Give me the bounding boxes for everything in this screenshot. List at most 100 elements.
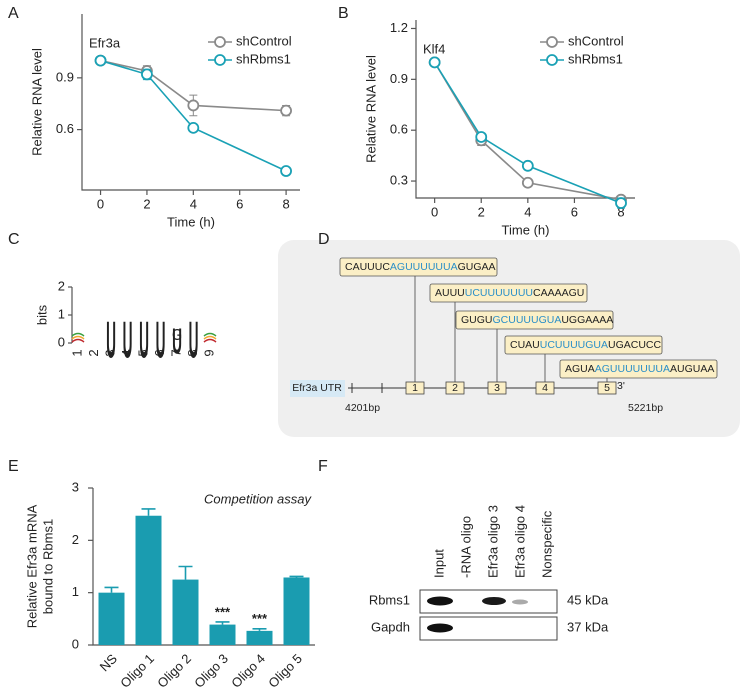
utr-end-mark: 3' <box>617 380 625 392</box>
panel-label: F <box>318 458 328 475</box>
series-line <box>433 61 622 201</box>
logo-position: 2 <box>86 349 101 356</box>
legend-marker <box>214 54 226 66</box>
x-tick-label: 0 <box>97 196 104 211</box>
exon-box <box>535 381 555 395</box>
data-point <box>280 165 292 177</box>
bar <box>246 630 273 645</box>
lane-label: Input <box>431 549 446 578</box>
logo-letter: U <box>156 313 166 370</box>
data-point <box>187 121 200 134</box>
utr-end: 5221bp <box>628 402 663 414</box>
error-bar <box>104 586 119 593</box>
sequence-part: CUAU <box>510 339 540 351</box>
exon-number: 1 <box>412 382 418 394</box>
error-bar <box>141 508 156 516</box>
error-bar <box>289 575 304 578</box>
panel-label: C <box>8 231 20 248</box>
sequence-part: UCUUUUGUA <box>540 339 608 351</box>
x-tick-label: 2 <box>478 204 485 219</box>
data-point <box>280 104 292 117</box>
blot-band <box>512 599 528 605</box>
y-tick-label: 1 <box>58 306 65 321</box>
logo-small <box>71 338 85 343</box>
chart-title: Efr3a <box>89 35 121 50</box>
blot-band <box>427 596 453 606</box>
x-axis-label: Time (h) <box>167 214 215 229</box>
axis <box>81 14 300 191</box>
bar <box>209 624 236 645</box>
exon-number: 5 <box>604 382 610 394</box>
sequence-part: AGUUUUUUA <box>390 261 458 273</box>
data-point <box>615 197 627 209</box>
data-point <box>521 159 534 172</box>
logo-position: 6 <box>152 349 167 356</box>
legend-label: shControl <box>568 33 624 48</box>
logo-small <box>203 332 217 337</box>
sequence-part: AGUA <box>565 363 595 375</box>
panel-label: E <box>8 458 19 475</box>
legend-label: shControl <box>236 33 292 48</box>
logo-position: 8 <box>185 349 200 356</box>
y-axis-label: bound to Rbms1 <box>40 519 55 614</box>
y-tick-label: 0.6 <box>56 121 74 136</box>
chart-title: Competition assay <box>204 491 312 506</box>
logo-letter: U <box>172 321 182 362</box>
bar <box>135 515 162 645</box>
x-tick-label: 4 <box>524 204 531 219</box>
sequence-part: CAUUUC <box>345 261 390 273</box>
sequence-part: GCUUUUGUA <box>493 314 562 326</box>
y-tick-label: 2 <box>58 278 65 293</box>
bar <box>98 592 125 645</box>
logo-small <box>71 335 85 340</box>
sequence-part: GUGAA <box>458 261 496 273</box>
x-tick-label: Oligo 4 <box>228 651 268 691</box>
sequence-part: GUGU <box>461 314 493 326</box>
axis <box>92 488 315 646</box>
panel-label: B <box>338 5 349 22</box>
logo-small <box>203 338 217 343</box>
sequence-box <box>339 257 498 277</box>
y-axis-label: Relative RNA level <box>363 55 378 163</box>
logo-ylabel: bits <box>34 304 49 325</box>
logo-letter: U <box>139 313 149 370</box>
legend-marker <box>546 36 558 48</box>
legend-marker <box>546 54 558 66</box>
sequence-part: AGUUUUUUUA <box>595 363 670 375</box>
chart-title: Klf4 <box>423 41 445 56</box>
x-tick-label: 6 <box>571 204 578 219</box>
logo-small <box>203 335 217 340</box>
sequence-part: AUUU <box>435 287 465 299</box>
y-axis-label: Relative RNA level <box>29 48 44 156</box>
y-tick-label: 0 <box>58 334 65 349</box>
logo-small <box>71 332 85 337</box>
sequence-part: UGGAAAA <box>561 314 613 326</box>
sequence-box <box>455 310 614 330</box>
y-axis-label: Relative Efr3a mRNA <box>24 504 39 628</box>
legend-marker <box>214 36 226 48</box>
error-bar <box>252 627 267 631</box>
y-tick-label: 3 <box>72 479 79 494</box>
bar <box>172 579 199 645</box>
row-label: Gapdh <box>371 619 410 634</box>
x-tick-label: 0 <box>431 204 438 219</box>
y-tick-label: 1.2 <box>390 20 408 35</box>
logo-letter: U <box>189 313 199 370</box>
x-tick-label: Oligo 1 <box>117 651 157 691</box>
logo-letter: U <box>123 313 133 370</box>
blot-band <box>482 597 506 605</box>
data-point <box>428 56 441 69</box>
lane-label: -RNA oligo <box>458 516 473 578</box>
sequence-part: UCUUUUUUU <box>465 287 533 299</box>
error-bar <box>178 565 193 580</box>
logo-position: 7 <box>168 349 183 356</box>
sequence: GUGUGCUUUUGUAUGGAAAA <box>461 314 613 326</box>
sequence-part: UGACUCC <box>608 339 662 351</box>
bar <box>283 577 310 645</box>
row-label: Rbms1 <box>369 592 410 607</box>
logo-letter: G <box>172 327 182 344</box>
data-point <box>521 176 534 189</box>
exon-box <box>597 381 617 395</box>
series-line <box>433 61 622 204</box>
